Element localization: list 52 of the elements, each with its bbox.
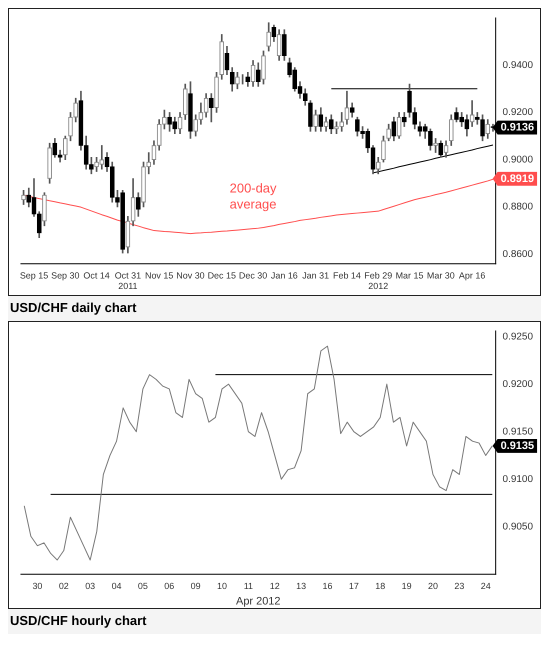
x-tick-label: Mar 30 xyxy=(426,270,455,280)
x-tick-label: Oct 14 xyxy=(83,270,110,280)
y-tick-label: 0.8600 xyxy=(502,248,534,260)
y-tick-label: 0.9250 xyxy=(502,331,534,342)
x-tick-label: 09 xyxy=(190,581,201,592)
text: 0.9136 xyxy=(500,122,534,134)
x-tick-label: 11 xyxy=(244,581,254,592)
x-tick-label: Oct 31 2011 xyxy=(114,270,142,292)
x-tick-label: 13 xyxy=(296,581,306,592)
y-tick-label: 0.9200 xyxy=(502,378,534,390)
x-tick-label: 17 xyxy=(348,581,359,592)
x-tick-label: 02 xyxy=(58,581,69,592)
y-tick-label: 0.9150 xyxy=(502,426,534,438)
x-tick-label: Jan 16 xyxy=(270,270,298,280)
candlestick xyxy=(334,122,339,134)
x-axis-title: Apr 2012 xyxy=(236,595,281,608)
y-tick-label: 0.8800 xyxy=(502,202,534,213)
y-tick-label: 0.9050 xyxy=(502,521,534,532)
x-tick-label: Dec 30 xyxy=(238,270,268,280)
x-tick-label: 03 xyxy=(85,581,96,592)
y-tick-label: 0.9400 xyxy=(502,60,534,71)
x-tick-label: 24 xyxy=(480,581,491,592)
x-tick-label: 12 xyxy=(270,581,280,592)
y-tick-label: 0.9200 xyxy=(502,107,534,118)
x-tick-label: 19 xyxy=(402,581,412,592)
x-tick-label: Sep 15 xyxy=(20,270,48,280)
series-label: 200-day average xyxy=(230,180,277,212)
x-tick-label: Nov 15 xyxy=(144,270,174,280)
x-tick-label: 16 xyxy=(322,581,332,592)
x-tick-label: Sep 30 xyxy=(51,270,80,280)
text: 0.8919 xyxy=(500,172,534,185)
x-tick-label: Jan 31 xyxy=(302,270,330,280)
x-tick-label: Nov 30 xyxy=(176,270,205,280)
x-tick-label: 30 xyxy=(32,581,42,592)
x-tick-label: 06 xyxy=(164,581,174,592)
x-tick-label: 10 xyxy=(217,581,228,592)
y-tick-label: 0.9000 xyxy=(502,154,534,166)
text: USD/CHF daily chart xyxy=(8,296,541,321)
x-tick-label: Mar 15 xyxy=(396,270,424,280)
candlestick xyxy=(58,150,62,162)
x-tick-label: Dec 15 xyxy=(208,270,236,280)
x-tick-label: 05 xyxy=(138,581,148,592)
x-tick-label: 20 xyxy=(428,581,438,592)
text: 0.9135 xyxy=(500,440,534,452)
x-tick-label: Apr 16 xyxy=(458,270,486,280)
text: USD/CHF hourly chart xyxy=(8,609,541,634)
y-tick-label: 0.9100 xyxy=(502,474,534,485)
x-tick-label: Feb 14 xyxy=(333,270,361,280)
x-tick-label: 23 xyxy=(454,581,464,592)
x-tick-label: 18 xyxy=(375,581,386,592)
x-tick-label: Feb 29 2012 xyxy=(364,270,392,292)
x-tick-label: 04 xyxy=(112,581,122,592)
